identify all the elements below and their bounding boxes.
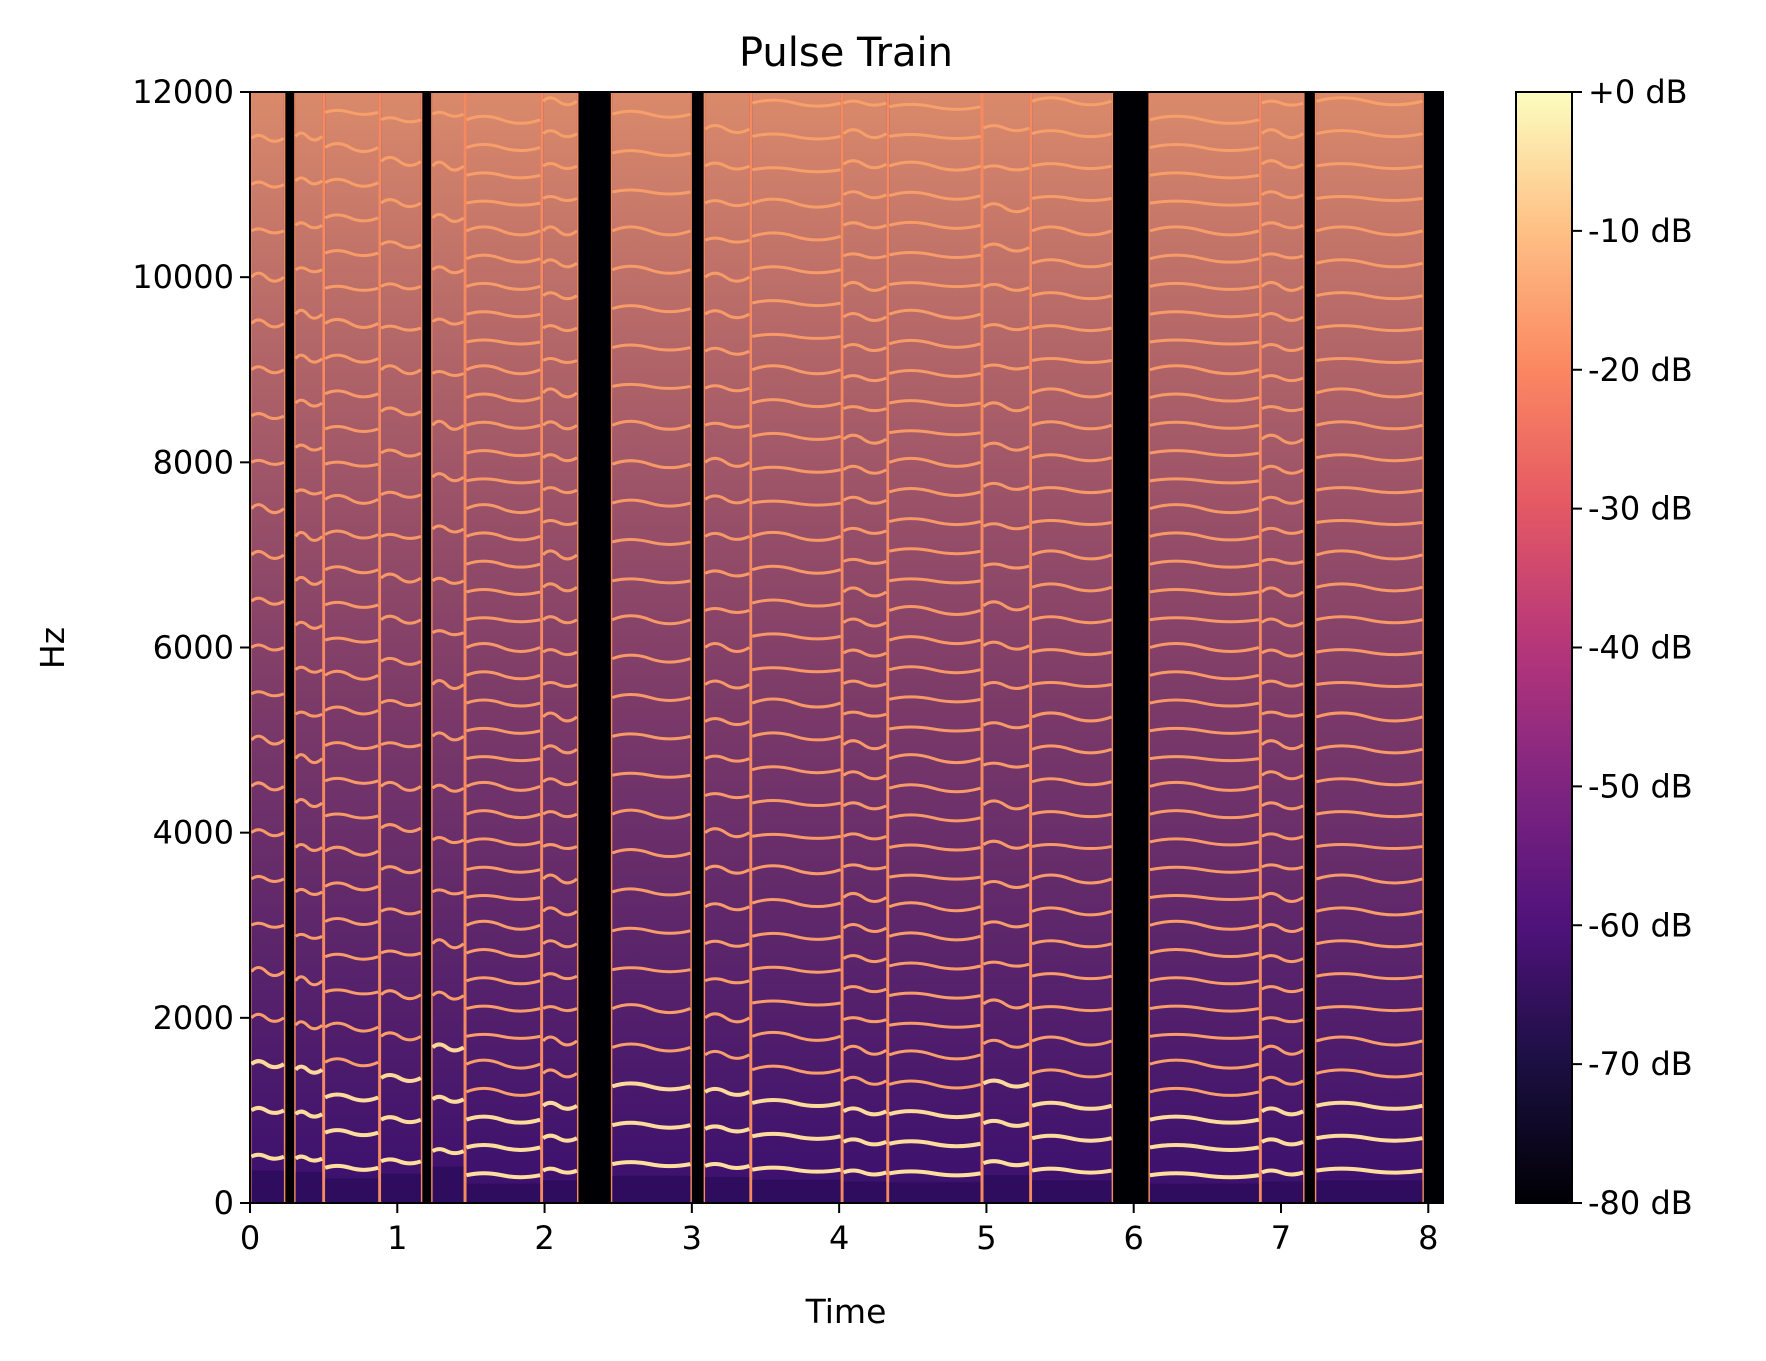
silent-gap <box>422 92 432 1203</box>
x-tick-label: 6 <box>1124 1219 1144 1257</box>
segment-low-band <box>295 1171 323 1203</box>
voiced-segment <box>888 92 981 1203</box>
silent-gap <box>691 92 704 1203</box>
colorbar-tick-label: -40 dB <box>1588 629 1693 667</box>
segment-low-band <box>983 1175 1030 1203</box>
segment-low-band <box>1316 1180 1423 1203</box>
voiced-segment <box>431 92 465 1203</box>
segment-low-band <box>466 1183 541 1203</box>
chart-title: Pulse Train <box>739 30 953 76</box>
y-axis-ticks: 0 2000 4000 6000 8000 10000 12000 <box>132 73 250 1222</box>
y-tick-label: 8000 <box>153 443 234 481</box>
segment-wash <box>1032 92 1112 1203</box>
x-tick-label: 2 <box>534 1219 554 1257</box>
voiced-segment <box>1315 92 1423 1203</box>
voiced-segment <box>611 92 691 1203</box>
x-tick-label: 0 <box>240 1219 260 1257</box>
y-tick-label: 0 <box>214 1184 234 1222</box>
silent-gap <box>578 92 611 1203</box>
silent-gap <box>285 92 295 1203</box>
y-tick-label: 6000 <box>153 629 234 667</box>
voiced-segment <box>1031 92 1113 1203</box>
segment-low-band <box>889 1182 981 1203</box>
colorbar-tick-label: -80 dB <box>1588 1184 1693 1222</box>
x-tick-label: 4 <box>829 1219 849 1257</box>
silent-gap <box>1113 92 1149 1203</box>
segment-low-band <box>705 1177 750 1203</box>
segment-wash <box>889 92 981 1203</box>
segment-wash <box>843 92 887 1203</box>
segment-low-band <box>1149 1183 1259 1203</box>
voiced-segment <box>1149 92 1260 1203</box>
voiced-segment <box>1260 92 1304 1203</box>
segment-low-band <box>325 1178 379 1203</box>
segment-wash <box>752 92 841 1203</box>
voiced-segment <box>982 92 1030 1203</box>
segment-low-band <box>432 1166 464 1203</box>
x-tick-label: 1 <box>387 1219 407 1257</box>
segment-low-band <box>251 1170 284 1203</box>
voiced-segment <box>379 92 422 1203</box>
segment-low-band <box>1261 1181 1304 1203</box>
y-tick-label: 4000 <box>153 814 234 852</box>
segment-low-band <box>612 1175 691 1203</box>
segment-wash <box>543 92 577 1203</box>
voiced-segment <box>465 92 541 1203</box>
segment-wash <box>983 92 1030 1203</box>
x-tick-label: 8 <box>1418 1219 1438 1257</box>
segment-wash <box>325 92 379 1203</box>
segment-low-band <box>843 1181 887 1203</box>
segment-low-band <box>1032 1180 1112 1203</box>
voiced-segment <box>842 92 888 1203</box>
colorbar-tick-label: -60 dB <box>1588 906 1693 944</box>
y-axis-label: Hz <box>33 627 72 669</box>
colorbar-tick-label: -10 dB <box>1588 212 1693 250</box>
x-tick-label: 5 <box>976 1219 996 1257</box>
colorbar-tick-label: -30 dB <box>1588 490 1693 528</box>
silent-gap <box>1423 92 1443 1203</box>
y-tick-label: 10000 <box>132 258 234 296</box>
y-tick-label: 2000 <box>153 999 234 1037</box>
segment-wash <box>705 92 750 1203</box>
silent-gap <box>1304 92 1315 1203</box>
y-tick-label: 12000 <box>132 73 234 111</box>
spectrogram-heatmap <box>250 92 1443 1203</box>
voiced-segment <box>541 92 578 1203</box>
colorbar-tick-label: -50 dB <box>1588 767 1693 805</box>
voiced-segment <box>704 92 751 1203</box>
voiced-segment <box>324 92 379 1203</box>
colorbar <box>1515 91 1573 1204</box>
segment-wash <box>432 92 464 1203</box>
voiced-segment <box>250 92 285 1203</box>
colorbar-tick-label: +0 dB <box>1588 73 1688 111</box>
colorbar-ticks: +0 dB -10 dB -20 dB -30 dB -40 dB -50 dB -60 d… <box>1572 73 1693 1222</box>
segment-low-band <box>752 1179 841 1203</box>
segment-wash <box>1149 92 1259 1203</box>
x-axis-label: Time <box>805 1292 887 1331</box>
colorbar-tick-label: -70 dB <box>1588 1045 1693 1083</box>
segment-wash <box>466 92 541 1203</box>
voiced-segment <box>294 92 324 1203</box>
segment-wash <box>1261 92 1304 1203</box>
segment-low-band <box>381 1173 421 1203</box>
voiced-segment <box>751 92 842 1203</box>
segment-low-band <box>543 1180 577 1203</box>
segment-wash <box>1316 92 1423 1203</box>
segment-wash <box>612 92 691 1203</box>
x-tick-label: 3 <box>682 1219 702 1257</box>
segment-wash <box>381 92 421 1203</box>
segment-wash <box>251 92 284 1203</box>
x-axis-ticks: 0 1 2 3 4 5 6 7 8 <box>240 1203 1438 1257</box>
segment-wash <box>295 92 323 1203</box>
colorbar-tick-label: -20 dB <box>1588 351 1693 389</box>
x-tick-label: 7 <box>1271 1219 1291 1257</box>
